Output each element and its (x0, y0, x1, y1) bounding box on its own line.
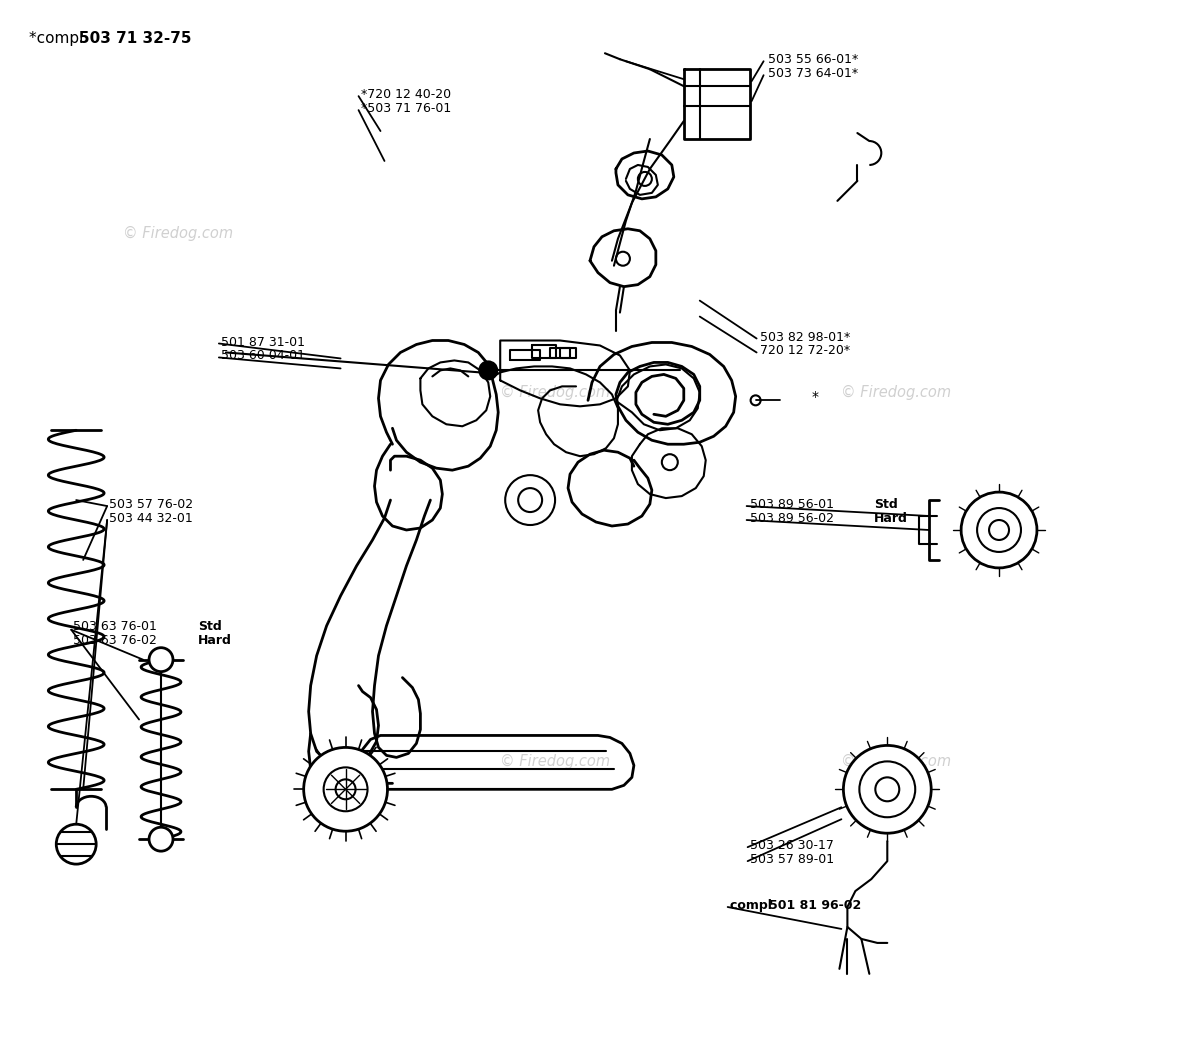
Text: Std: Std (198, 620, 222, 633)
Text: *503 71 76-01: *503 71 76-01 (361, 102, 451, 115)
Circle shape (859, 761, 916, 818)
Text: © Firedog.com: © Firedog.com (841, 384, 951, 399)
Text: 503 71 32-75: 503 71 32-75 (79, 32, 191, 47)
Text: 503 63 76-01: 503 63 76-01 (73, 620, 162, 633)
Text: 503 57 76-02: 503 57 76-02 (109, 498, 194, 511)
Circle shape (750, 395, 761, 406)
Text: 501 81 96-02: 501 81 96-02 (768, 899, 861, 912)
Text: 503 60 04-01: 503 60 04-01 (221, 349, 304, 362)
Text: Hard: Hard (198, 633, 231, 647)
Circle shape (662, 454, 677, 470)
Text: 503 89 56-01: 503 89 56-01 (749, 498, 838, 511)
Text: *compl: *compl (30, 32, 88, 47)
Text: *: * (812, 391, 819, 405)
Text: © Firedog.com: © Firedog.com (499, 384, 610, 399)
Text: © Firedog.com: © Firedog.com (841, 754, 951, 770)
Text: compl: compl (729, 899, 776, 912)
Circle shape (962, 492, 1037, 568)
Text: 503 55 66-01*: 503 55 66-01* (767, 53, 858, 67)
Circle shape (876, 777, 899, 802)
Text: 503 63 76-02: 503 63 76-02 (73, 633, 162, 647)
Text: 503 89 56-02: 503 89 56-02 (749, 513, 838, 525)
Circle shape (616, 252, 630, 266)
Text: © Firedog.com: © Firedog.com (123, 227, 232, 241)
Circle shape (480, 362, 497, 378)
Text: 501 87 31-01: 501 87 31-01 (221, 336, 304, 348)
Circle shape (323, 768, 367, 811)
Circle shape (844, 746, 931, 833)
Text: 503 57 89-01: 503 57 89-01 (749, 854, 834, 866)
Text: 503 26 30-17: 503 26 30-17 (749, 839, 833, 852)
Text: Std: Std (874, 498, 898, 511)
Circle shape (335, 779, 355, 800)
Circle shape (638, 172, 651, 186)
Circle shape (479, 361, 497, 379)
Circle shape (149, 648, 173, 671)
Circle shape (518, 488, 542, 513)
Circle shape (57, 824, 96, 864)
Circle shape (989, 520, 1009, 540)
Text: 503 73 64-01*: 503 73 64-01* (767, 67, 858, 80)
Circle shape (505, 475, 555, 525)
Circle shape (977, 508, 1021, 552)
Text: © Firedog.com: © Firedog.com (499, 754, 610, 770)
Circle shape (484, 365, 493, 375)
Text: 503 82 98-01*: 503 82 98-01* (760, 330, 850, 343)
Circle shape (149, 827, 173, 851)
Text: 720 12 72-20*: 720 12 72-20* (760, 344, 850, 358)
Text: Hard: Hard (874, 513, 909, 525)
Text: 503 44 32-01: 503 44 32-01 (109, 513, 192, 525)
Text: *720 12 40-20: *720 12 40-20 (361, 88, 451, 102)
Circle shape (303, 748, 387, 831)
